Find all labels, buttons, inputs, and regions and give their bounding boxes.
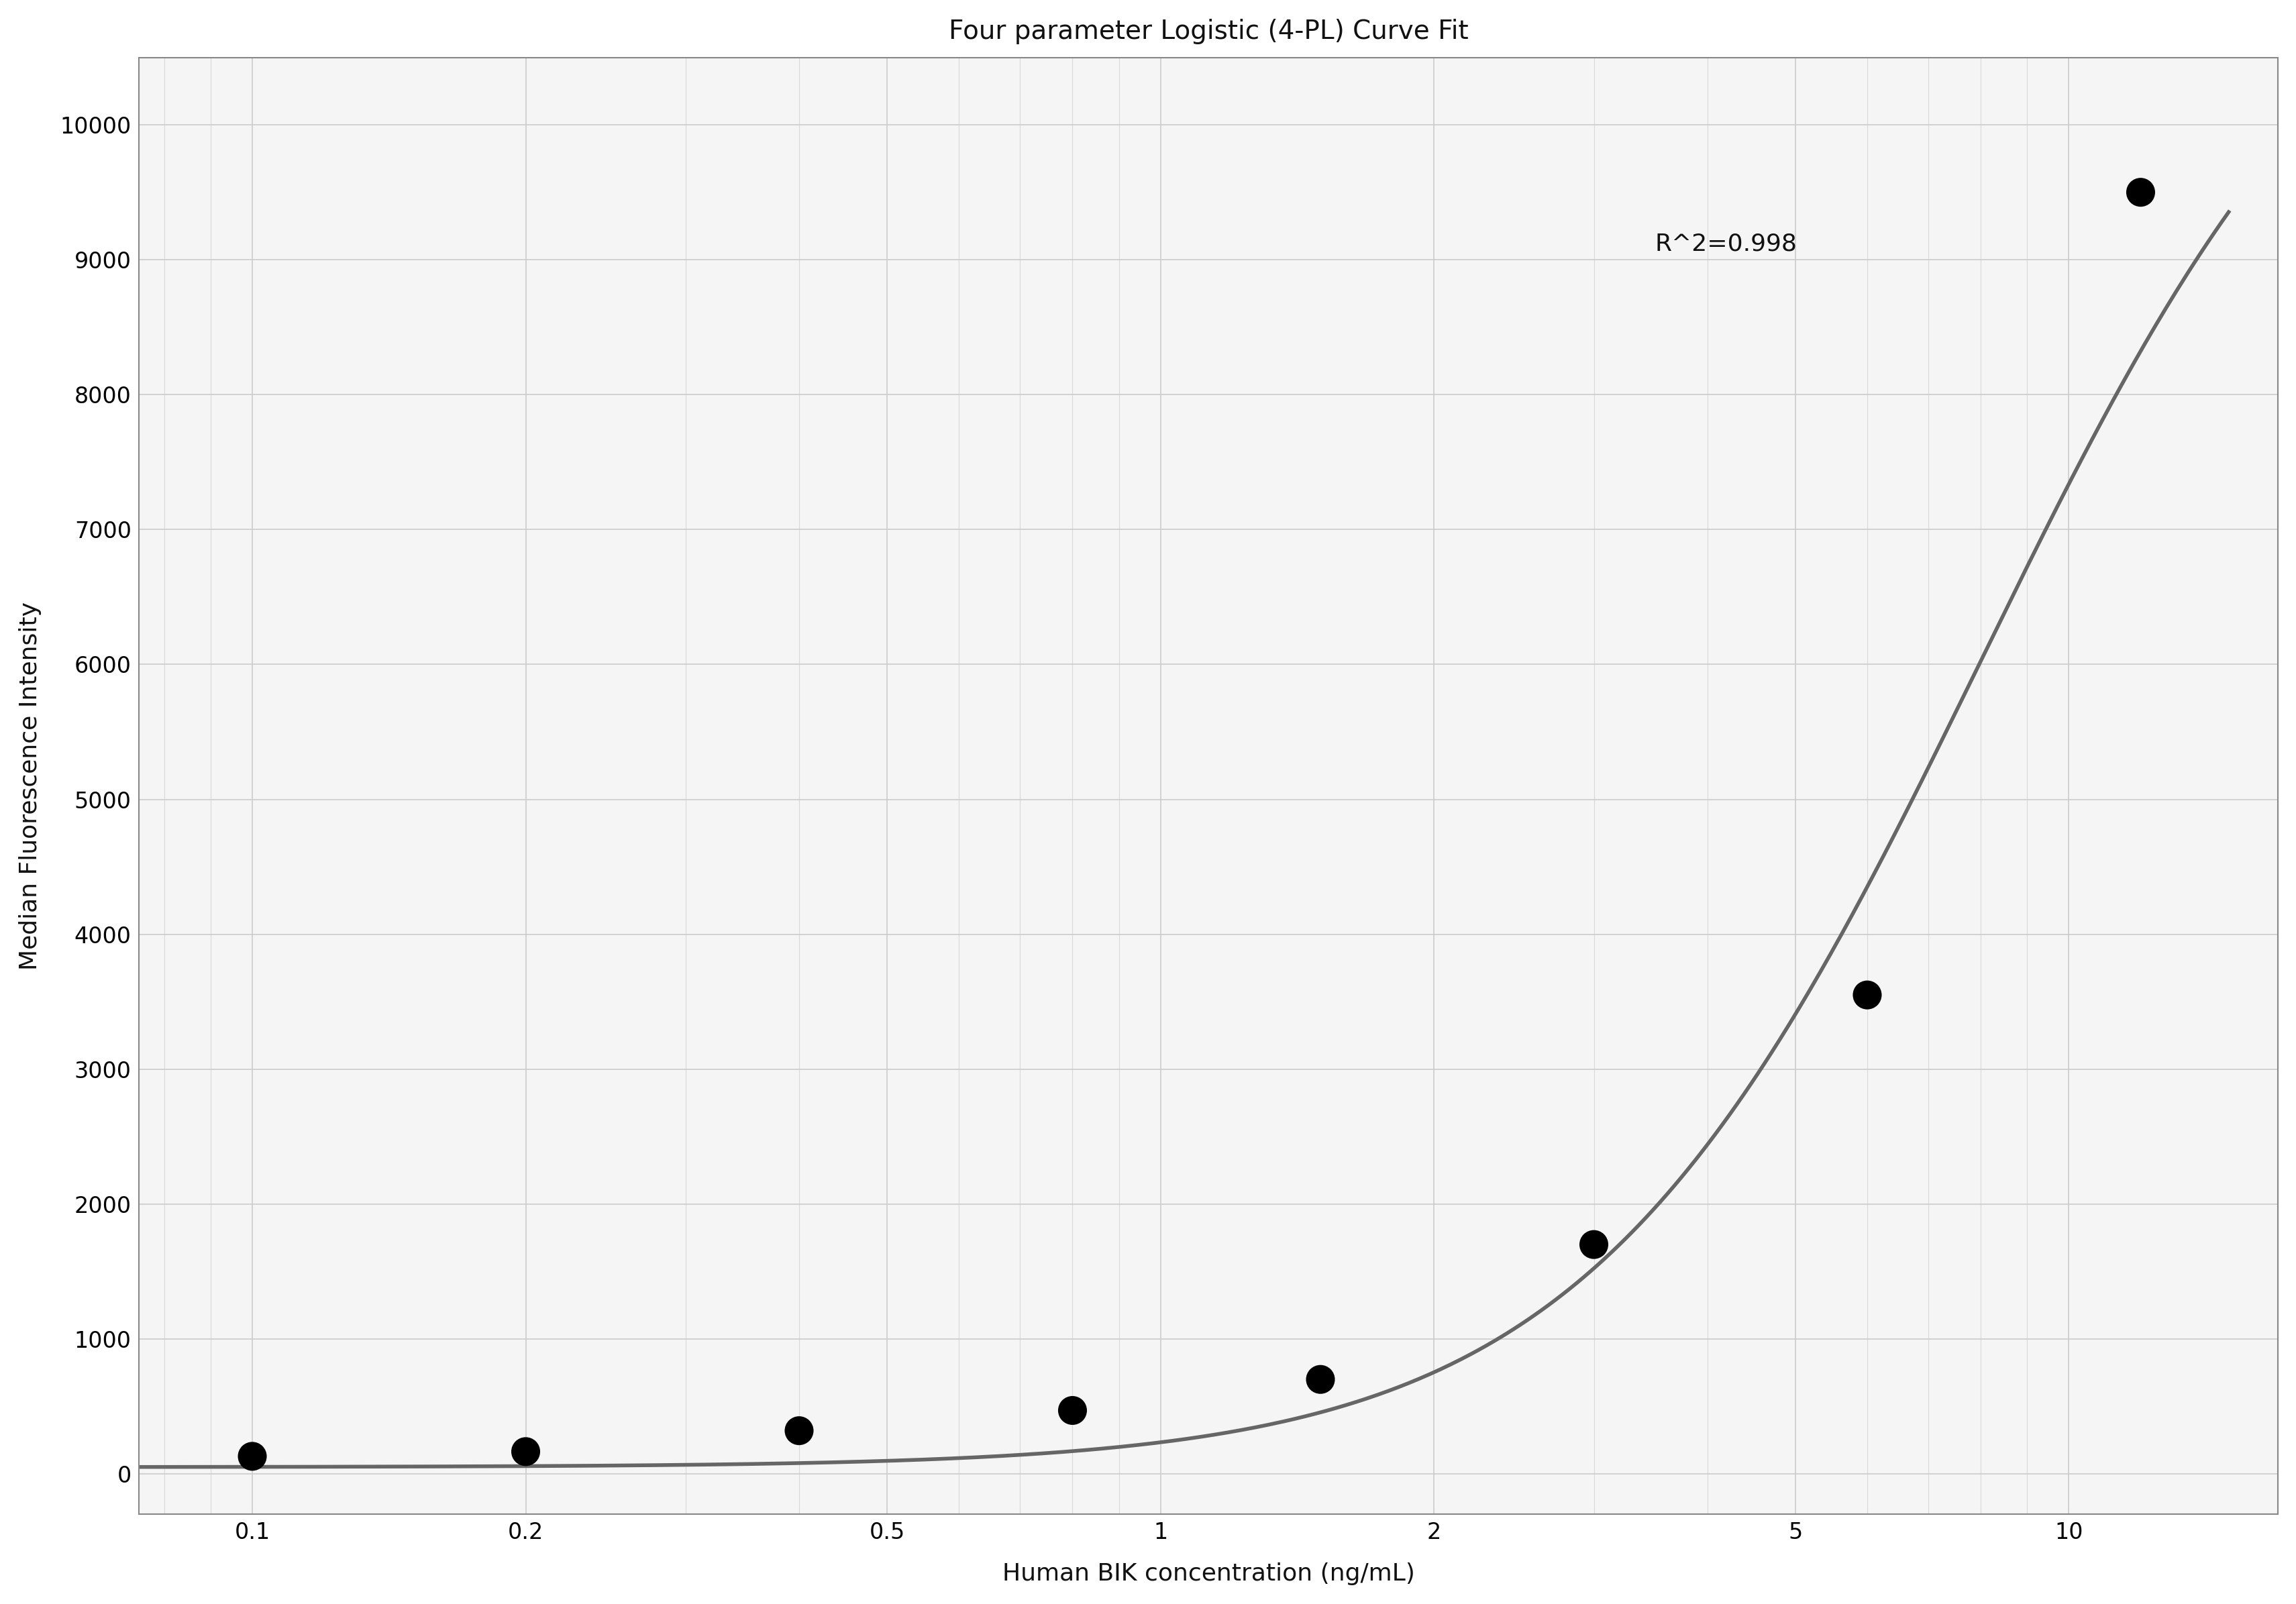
Text: R^2=0.998: R^2=0.998 (1653, 233, 1795, 255)
Title: Four parameter Logistic (4-PL) Curve Fit: Four parameter Logistic (4-PL) Curve Fit (948, 19, 1467, 45)
Point (1848, 982, 1885, 1007)
Point (2122, 180, 2158, 205)
Point (1302, 1367, 1339, 1392)
Point (1575, 1232, 1612, 1258)
Point (234, 1444, 271, 1469)
Point (1054, 1397, 1091, 1423)
Point (781, 1418, 817, 1444)
Point (507, 1439, 544, 1464)
X-axis label: Human BIK concentration (ng/mL): Human BIK concentration (ng/mL) (1001, 1562, 1414, 1585)
Y-axis label: Median Fluorescence Intensity: Median Fluorescence Intensity (18, 602, 41, 970)
